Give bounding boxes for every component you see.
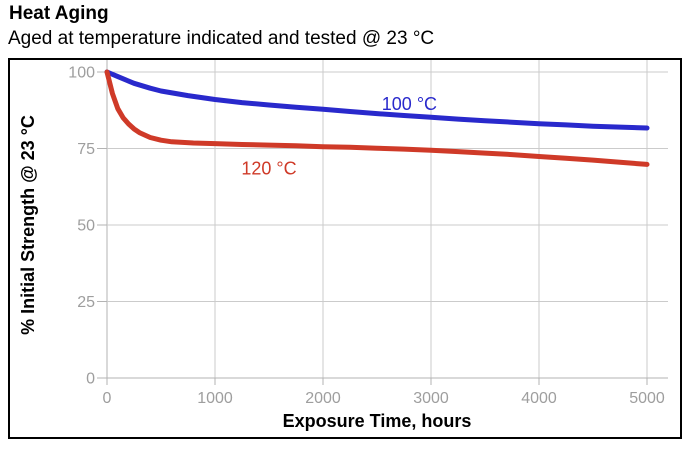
plot-frame: 0 1000 2000 3000 4000 5000 0 25 50 75 100 100 °C 120… [8, 58, 682, 439]
tick-label-y-75: 75 [77, 141, 95, 158]
tick-label-y-0: 0 [86, 371, 95, 388]
series-line-0 [104, 69, 650, 131]
tick-label-x-4000: 4000 [521, 390, 557, 407]
tick-label-x-0: 0 [103, 390, 112, 407]
tick-label-x-2000: 2000 [305, 390, 341, 407]
y-axis-title: % Initial Strength @ 23 °C [18, 115, 38, 335]
series-label-1: 120 °C [241, 158, 296, 178]
tick-label-y-100: 100 [68, 65, 95, 82]
series-line-1 [104, 69, 650, 167]
tick-label-y-25: 25 [77, 294, 95, 311]
plot-svg: 0 1000 2000 3000 4000 5000 0 25 50 75 100 100 °C 120… [18, 60, 668, 431]
series-label-0: 100 °C [382, 94, 437, 114]
x-axis-title: Exposure Time, hours [283, 411, 472, 431]
tick-label-x-3000: 3000 [413, 390, 449, 407]
tick-label-x-1000: 1000 [197, 390, 233, 407]
tick-label-x-5000: 5000 [629, 390, 665, 407]
tick-label-y-50: 50 [77, 218, 95, 235]
chart-subtitle: Aged at temperature indicated and tested… [8, 28, 435, 49]
chart-title: Heat Aging [9, 3, 109, 24]
